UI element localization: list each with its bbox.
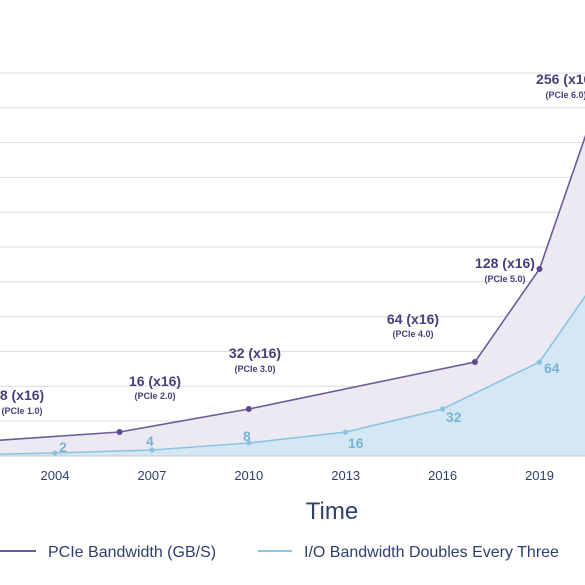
io-data-point (536, 359, 543, 365)
series-lines (0, 134, 585, 455)
x-tick-label: 2007 (137, 468, 166, 483)
x-tick-label: 2004 (41, 468, 70, 483)
pcie-data-label: 64 (x16) (387, 311, 439, 327)
pcie-data-sublabel: (PCIe 6.0) (545, 90, 585, 100)
legend-label-pcie: PCIe Bandwidth (GB/S) (48, 544, 216, 561)
io-data-label: 64 (544, 360, 560, 376)
x-tick-label: 2010 (234, 468, 263, 483)
io-data-label: 4 (146, 433, 154, 449)
pcie-data-label: 32 (x16) (229, 345, 281, 361)
pcie-data-point (116, 429, 123, 435)
pcie-bandwidth-area (0, 137, 585, 456)
pcie-data-label: 16 (x16) (129, 373, 181, 389)
pcie-data-sublabel: (PCIe 4.0) (392, 329, 433, 339)
pcie-data-point (471, 359, 478, 365)
pcie-data-sublabel: (PCIe 2.0) (134, 391, 175, 401)
data-labels: 8 (x16) (PCIe 1.0) 16 (x16) (PCIe 2.0) 32 (x… (0, 71, 585, 455)
pcie-data-sublabel: (PCIe 3.0) (234, 364, 275, 374)
x-tick-label: 2013 (331, 468, 360, 483)
pcie-bandwidth-line (0, 134, 585, 441)
legend: PCIe Bandwidth (GB/S) I/O Bandwidth Doub… (0, 544, 559, 561)
io-data-label: 16 (348, 435, 364, 451)
io-data-point (440, 406, 446, 412)
io-data-point (343, 429, 349, 435)
io-data-point (149, 447, 155, 453)
io-data-label: 32 (446, 409, 462, 425)
legend-label-io: I/O Bandwidth Doubles Every Three (304, 544, 559, 561)
io-data-point (52, 450, 58, 456)
pcie-data-label: 256 (x16) (536, 71, 585, 87)
io-data-label: 2 (59, 439, 67, 455)
pcie-data-label: 128 (x16) (475, 255, 535, 271)
data-points (52, 266, 543, 456)
pcie-data-sublabel: (PCIe 5.0) (484, 274, 525, 284)
series-areas (0, 137, 585, 456)
io-data-label: 8 (243, 428, 251, 444)
io-bandwidth-area (0, 296, 585, 456)
pcie-data-point (536, 266, 543, 272)
io-bandwidth-line (0, 295, 585, 455)
x-axis-title: Time (306, 498, 358, 525)
io-data-point (246, 440, 252, 446)
pcie-data-label: 8 (x16) (0, 387, 44, 403)
x-tick-label: 2019 (525, 468, 554, 483)
pcie-data-point (245, 406, 252, 412)
x-tick-label: 2016 (428, 468, 457, 483)
pcie-data-sublabel: (PCIe 1.0) (1, 406, 42, 416)
x-tick-labels: 2004 2007 2010 2013 2016 2019 (41, 468, 554, 483)
